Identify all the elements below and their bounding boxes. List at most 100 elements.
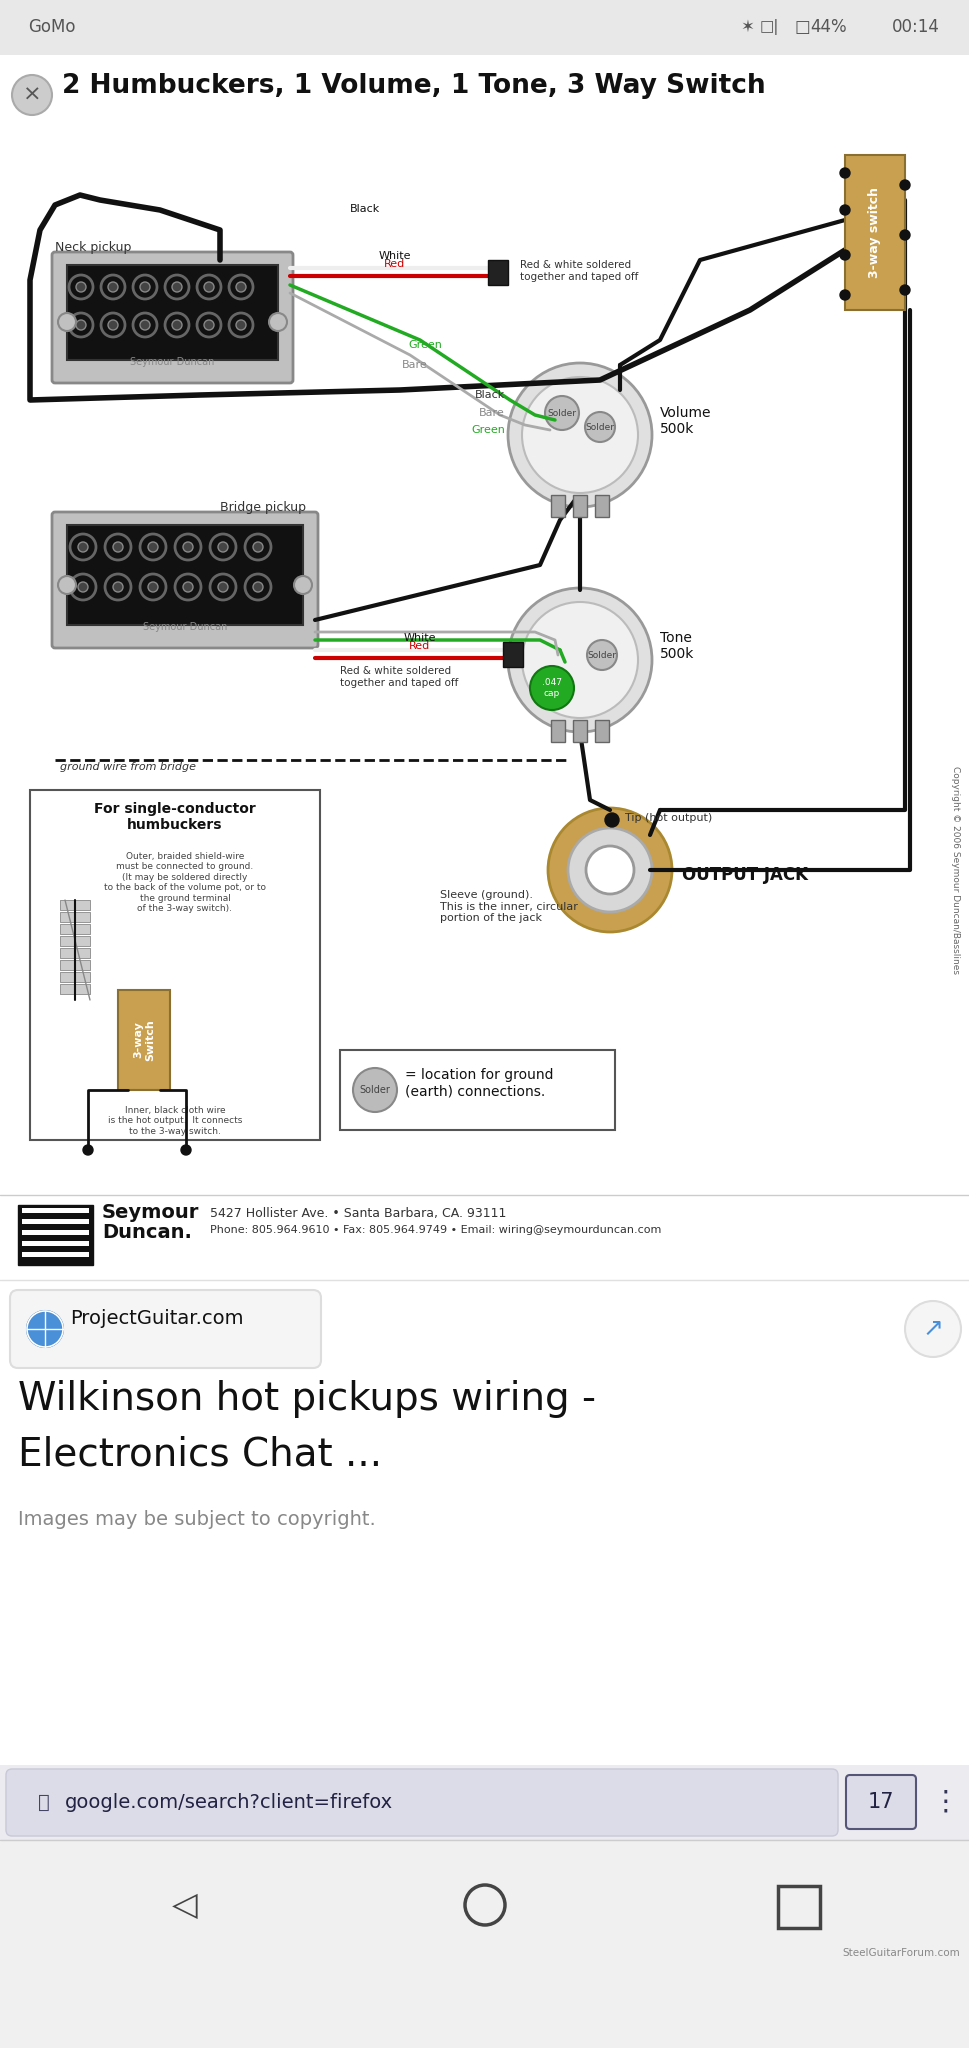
Circle shape	[58, 313, 76, 332]
Text: Seymour Duncan: Seymour Duncan	[142, 623, 227, 633]
Text: GoMo: GoMo	[28, 18, 76, 37]
Circle shape	[101, 313, 125, 338]
Bar	[777, 1886, 819, 1927]
Text: Tip (hot output): Tip (hot output)	[624, 813, 711, 823]
Circle shape	[83, 1145, 93, 1155]
Bar	[60, 936, 90, 946]
Circle shape	[140, 283, 150, 293]
FancyBboxPatch shape	[845, 1776, 915, 1829]
Text: Black: Black	[474, 389, 505, 399]
Text: Red & white soldered
together and taped off: Red & white soldered together and taped …	[340, 666, 458, 688]
Circle shape	[547, 809, 672, 932]
Circle shape	[584, 412, 614, 442]
Circle shape	[904, 1300, 960, 1358]
Text: For single-conductor
humbuckers: For single-conductor humbuckers	[94, 803, 256, 831]
Text: ◁: ◁	[172, 1888, 198, 1921]
Text: ↗: ↗	[922, 1317, 943, 1341]
Circle shape	[58, 575, 76, 594]
Text: Phone: 805.964.9610 • Fax: 805.964.9749 • Email: wiring@seymourduncan.com: Phone: 805.964.9610 • Fax: 805.964.9749 …	[209, 1225, 661, 1235]
Text: google.com/search?client=firefox: google.com/search?client=firefox	[65, 1792, 392, 1812]
Bar	[340, 1051, 614, 1130]
Circle shape	[839, 250, 849, 260]
Text: ×: ×	[22, 86, 42, 104]
Text: ProjectGuitar.com: ProjectGuitar.com	[70, 1309, 243, 1329]
Circle shape	[218, 543, 228, 553]
Bar	[22, 1251, 89, 1257]
Circle shape	[165, 274, 189, 299]
Circle shape	[112, 543, 123, 553]
Bar	[67, 264, 278, 360]
Circle shape	[508, 362, 651, 508]
Circle shape	[183, 582, 193, 592]
Text: □|: □|	[760, 18, 779, 35]
Circle shape	[69, 274, 93, 299]
Circle shape	[839, 168, 849, 178]
Bar	[550, 721, 564, 741]
Circle shape	[140, 535, 166, 559]
Circle shape	[12, 76, 52, 115]
Text: Bare: Bare	[479, 408, 505, 418]
Text: SteelGuitarForum.com: SteelGuitarForum.com	[841, 1948, 959, 1958]
Circle shape	[353, 1067, 396, 1112]
FancyBboxPatch shape	[52, 512, 318, 647]
Bar	[67, 524, 302, 625]
Circle shape	[108, 319, 118, 330]
Bar	[594, 721, 609, 741]
Circle shape	[229, 313, 253, 338]
Circle shape	[235, 283, 246, 293]
Circle shape	[253, 582, 263, 592]
Circle shape	[521, 602, 638, 719]
Text: ground wire from bridge: ground wire from bridge	[60, 762, 196, 772]
Bar	[0, 125, 969, 1231]
Circle shape	[586, 639, 616, 670]
Text: Bare: Bare	[402, 360, 427, 371]
Text: Copyright © 2006 Seymour Duncan/Basslines: Copyright © 2006 Seymour Duncan/Bassline…	[950, 766, 959, 975]
Text: White: White	[378, 252, 411, 260]
Circle shape	[899, 229, 909, 240]
Circle shape	[140, 319, 150, 330]
Text: 3-way
Switch: 3-way Switch	[133, 1020, 155, 1061]
Circle shape	[605, 813, 618, 827]
Bar	[22, 1219, 89, 1225]
Bar	[60, 961, 90, 971]
Text: Sleeve (ground).
This is the inner, circular
portion of the jack: Sleeve (ground). This is the inner, circ…	[440, 891, 578, 924]
Bar	[60, 973, 90, 981]
Bar	[0, 55, 969, 125]
Circle shape	[197, 274, 221, 299]
Text: Volume
500k: Volume 500k	[659, 406, 711, 436]
Circle shape	[183, 543, 193, 553]
Bar	[0, 1280, 969, 1765]
Bar	[60, 924, 90, 934]
Bar	[18, 1204, 93, 1266]
Bar	[60, 936, 90, 946]
Text: 5427 Hollister Ave. • Santa Barbara, CA. 93111: 5427 Hollister Ave. • Santa Barbara, CA.…	[209, 1206, 506, 1221]
Circle shape	[203, 283, 214, 293]
Text: Electronics Chat ...: Electronics Chat ...	[18, 1436, 382, 1473]
Bar	[22, 1241, 89, 1245]
Circle shape	[229, 274, 253, 299]
Circle shape	[148, 582, 158, 592]
Circle shape	[76, 319, 86, 330]
Circle shape	[105, 535, 131, 559]
FancyBboxPatch shape	[52, 252, 293, 383]
Circle shape	[70, 535, 96, 559]
Circle shape	[253, 543, 263, 553]
Text: 17: 17	[867, 1792, 893, 1812]
Bar	[60, 948, 90, 958]
Circle shape	[27, 1311, 63, 1348]
Bar	[550, 496, 564, 516]
Bar	[0, 1765, 969, 1839]
Text: Inner, black cloth wire
is the hot output.  It connects
to the 3-way switch.: Inner, black cloth wire is the hot outpu…	[108, 1106, 242, 1137]
Text: 2 Humbuckers, 1 Volume, 1 Tone, 3 Way Switch: 2 Humbuckers, 1 Volume, 1 Tone, 3 Way Sw…	[62, 74, 765, 98]
Circle shape	[209, 535, 235, 559]
Bar	[60, 899, 90, 909]
Circle shape	[235, 319, 246, 330]
Bar	[503, 641, 522, 668]
Circle shape	[203, 319, 214, 330]
Bar	[594, 496, 609, 516]
Circle shape	[172, 283, 182, 293]
Text: □: □	[795, 18, 810, 37]
Text: Neck pickup: Neck pickup	[55, 242, 131, 254]
Bar	[22, 1208, 89, 1212]
Bar	[60, 983, 90, 993]
